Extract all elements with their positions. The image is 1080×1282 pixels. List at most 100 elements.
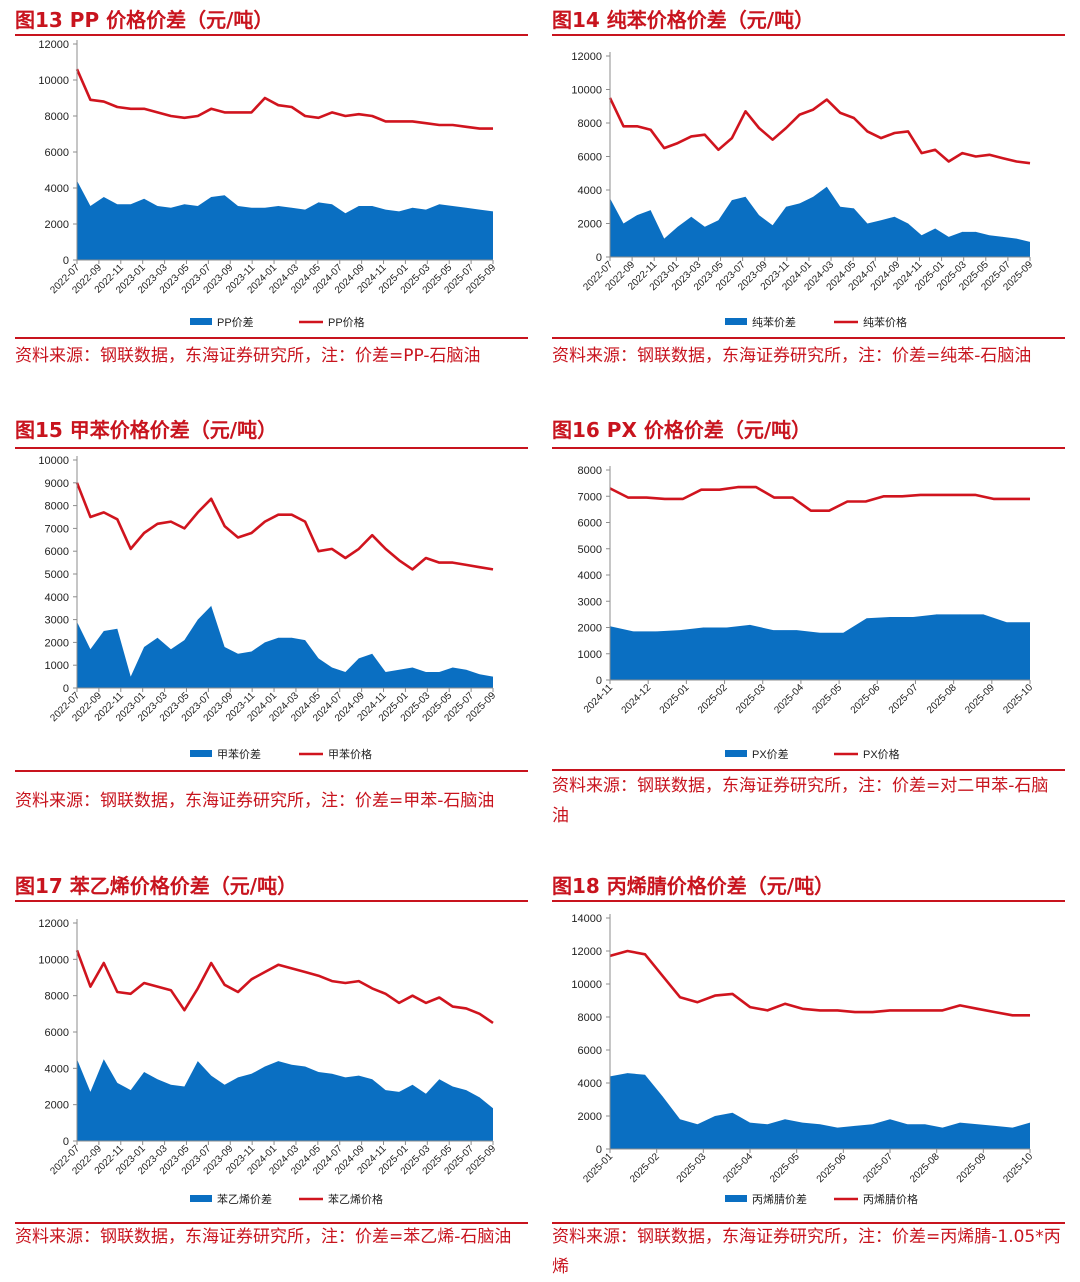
- title-divider: [15, 447, 528, 449]
- legend: 苯乙烯价差苯乙烯价格: [190, 1192, 383, 1206]
- chart-title: 图17 苯乙烯价格价差（元/吨）: [15, 870, 297, 899]
- spread-area: [610, 187, 1030, 257]
- y-tick-label: 0: [63, 1136, 69, 1148]
- y-tick-label: 0: [63, 255, 69, 267]
- legend-label-spread: 丙烯腈价差: [752, 1192, 807, 1206]
- x-tick-label: 2025-02: [696, 682, 730, 716]
- chart-title: 图18 丙烯腈价格价差（元/吨）: [552, 870, 834, 899]
- legend-swatch-spread: [725, 318, 747, 325]
- x-tick-label: 2025-06: [815, 1151, 849, 1185]
- x-tick-label: 2025-04: [721, 1151, 755, 1185]
- x-tick-label: 2025-08: [925, 682, 959, 716]
- legend-label-price: 纯苯价格: [863, 315, 907, 329]
- y-tick-label: 4000: [45, 183, 69, 195]
- y-tick-label: 1000: [578, 649, 602, 661]
- y-tick-label: 6000: [45, 546, 69, 558]
- x-tick-label: 2025-06: [849, 682, 883, 716]
- chart-title: 图16 PX 价格价差（元/吨）: [552, 414, 811, 443]
- price-line: [77, 950, 493, 1023]
- y-tick-label: 6000: [578, 152, 602, 164]
- y-tick-label: 10000: [571, 979, 602, 991]
- y-tick-label: 2000: [45, 637, 69, 649]
- y-tick-label: 2000: [45, 1100, 69, 1112]
- legend-label-spread: 苯乙烯价差: [217, 1192, 272, 1206]
- y-tick-label: 4000: [578, 570, 602, 582]
- chart-panel-px: 图16 PX 价格价差（元/吨） 0 1000 2000 3000 4000 5000 60…: [552, 410, 1065, 830]
- y-tick-label: 10000: [571, 85, 602, 97]
- x-tick-label: 2025-02: [628, 1151, 662, 1185]
- x-tick-label: 2025-10: [1001, 682, 1035, 716]
- legend: PP价差 PP价格: [190, 315, 365, 329]
- spread-area: [610, 614, 1030, 680]
- source-note: 资料来源：钢联数据，东海证券研究所，注：价差=对二甲苯-石脑油: [552, 771, 1065, 831]
- y-tick-label: 7000: [578, 491, 602, 503]
- price-line: [77, 483, 493, 570]
- y-tick-label: 4000: [45, 1063, 69, 1075]
- spread-area: [77, 606, 493, 688]
- y-tick-label: 8000: [578, 465, 602, 477]
- y-tick-label: 3000: [45, 615, 69, 627]
- y-tick-label: 10000: [38, 455, 69, 467]
- price-line: [610, 98, 1030, 163]
- legend-label-price: PP价格: [328, 315, 365, 329]
- x-tick-label: 2025-07: [861, 1151, 895, 1185]
- x-tick-label: 2024-11: [582, 682, 616, 716]
- chart-toluene-svg: 0100020003000400050006000700080009000100…: [15, 450, 528, 768]
- x-tick-label: 2025-07: [887, 682, 921, 716]
- spread-area: [610, 1073, 1030, 1149]
- chart-title: 图14 纯苯价格价差（元/吨）: [552, 4, 814, 33]
- y-tick-label: 6000: [45, 147, 69, 159]
- legend-swatch-spread: [725, 750, 747, 757]
- source-note: 资料来源：钢联数据，东海证券研究所，注：价差=苯乙烯-石脑油: [15, 1222, 528, 1252]
- chart-styrene-svg: 0200040006000800010000120002022-072022-0…: [15, 903, 528, 1213]
- y-tick-label: 6000: [578, 518, 602, 530]
- x-tick-label: 2024-12: [620, 682, 654, 716]
- y-tick-label: 1000: [45, 660, 69, 672]
- y-tick-label: 12000: [571, 946, 602, 958]
- x-tick-label: 2025-10: [1001, 1151, 1035, 1185]
- y-tick-label: 0: [596, 675, 602, 687]
- x-tick-label: 2025-03: [675, 1151, 709, 1185]
- source-divider: [552, 337, 1065, 339]
- legend-swatch-spread: [190, 750, 212, 757]
- y-tick-label: 7000: [45, 523, 69, 535]
- x-tick-label: 2025-01: [658, 682, 692, 716]
- y-tick-label: 2000: [578, 623, 602, 635]
- y-tick-label: 9000: [45, 478, 69, 490]
- y-tick-label: 4000: [578, 1078, 602, 1090]
- y-tick-label: 0: [596, 1144, 602, 1156]
- price-line: [610, 487, 1030, 511]
- legend-label-spread: PP价差: [217, 315, 254, 329]
- x-tick-label: 2025-09: [963, 682, 997, 716]
- x-tick-label: 2025-05: [810, 682, 844, 716]
- legend-swatch-spread: [190, 318, 212, 325]
- x-tick-label: 2025-09: [955, 1151, 989, 1185]
- y-tick-label: 0: [63, 683, 69, 695]
- y-tick-label: 2000: [578, 219, 602, 231]
- y-tick-label: 12000: [571, 51, 602, 63]
- chart-title: 图15 甲苯价格价差（元/吨）: [15, 414, 277, 443]
- x-tick-label: 2025-08: [908, 1151, 942, 1185]
- spread-area: [77, 1059, 493, 1141]
- y-tick-label: 3000: [578, 596, 602, 608]
- y-tick-label: 8000: [45, 111, 69, 123]
- source-note: 资料来源：钢联数据，东海证券研究所，注：价差=甲苯-石脑油: [15, 786, 528, 816]
- y-tick-label: 2000: [45, 219, 69, 231]
- y-tick-label: 2000: [578, 1111, 602, 1123]
- source-divider: [15, 337, 528, 339]
- title-divider: [15, 900, 528, 902]
- legend-label-spread: 甲苯价差: [217, 747, 261, 761]
- legend: 纯苯价差纯苯价格: [725, 315, 907, 329]
- legend-label-price: PX价格: [863, 747, 900, 761]
- y-tick-label: 6000: [578, 1045, 602, 1057]
- chart-px-svg: 0 1000 2000 3000 4000 5000 6000 7000 8000 2024-11…: [552, 450, 1065, 768]
- x-tick-label: 2025-03: [734, 682, 768, 716]
- y-tick-label: 4000: [578, 185, 602, 197]
- y-tick-label: 12000: [38, 918, 69, 930]
- y-tick-label: 5000: [578, 544, 602, 556]
- y-tick-label: 14000: [571, 913, 602, 925]
